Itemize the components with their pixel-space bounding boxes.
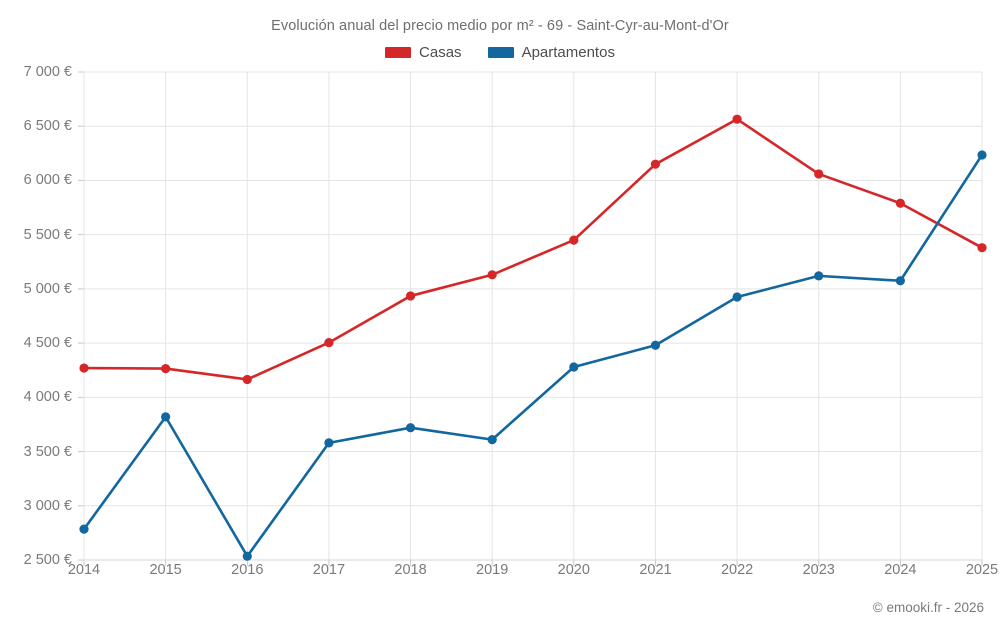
data-point[interactable] (79, 524, 89, 534)
y-axis-label: 7 000 € (23, 64, 72, 80)
legend-item-casas[interactable]: Casas (385, 44, 462, 61)
data-point[interactable] (814, 169, 824, 179)
y-axis-label: 5 500 € (23, 226, 72, 243)
data-point[interactable] (324, 438, 334, 448)
y-axis-label: 6 500 € (23, 118, 72, 135)
x-axis-label: 2017 (312, 562, 346, 578)
legend-swatch-casas (385, 47, 412, 58)
x-axis-label: 2019 (476, 562, 509, 578)
data-point[interactable] (650, 340, 661, 350)
x-axis-label: 2022 (720, 562, 754, 578)
data-point[interactable] (732, 114, 742, 124)
x-axis-label: 2020 (557, 562, 590, 578)
data-point[interactable] (405, 423, 416, 433)
x-axis-label: 2023 (802, 562, 835, 578)
y-axis-label: 4 000 € (23, 389, 72, 406)
data-point[interactable] (569, 235, 579, 245)
footer-credit: © emooki.fr - 2026 (872, 600, 984, 615)
y-axis-label: 5 000 € (23, 280, 72, 297)
data-point[interactable] (977, 150, 987, 160)
data-point[interactable] (814, 271, 824, 281)
y-axis-label: 6 000 € (23, 172, 72, 189)
x-axis-label: 2015 (149, 562, 182, 578)
series-line-casas (82, 117, 984, 381)
data-point[interactable] (569, 362, 579, 372)
x-axis-label: 2018 (394, 562, 427, 578)
data-point[interactable] (487, 270, 497, 280)
y-axis-label: 3 500 € (23, 443, 72, 460)
x-axis-label: 2025 (965, 562, 999, 578)
data-point[interactable] (487, 435, 497, 445)
data-point[interactable] (161, 363, 171, 374)
data-point[interactable] (242, 551, 252, 561)
data-point[interactable] (895, 276, 905, 286)
x-axis-label: 2014 (67, 562, 101, 578)
legend-label-casas: Casas (419, 44, 462, 61)
series-line-apartamentos (82, 153, 984, 558)
legend-swatch-apartamentos (487, 47, 514, 58)
x-axis-label: 2016 (231, 562, 264, 578)
y-axis-label: 4 500 € (23, 335, 72, 352)
data-point[interactable] (977, 243, 987, 253)
legend-item-apartamentos[interactable]: Apartamentos (487, 44, 615, 61)
data-point[interactable] (242, 374, 252, 385)
y-axis-label: 2 500 € (23, 552, 72, 568)
data-point[interactable] (405, 291, 416, 301)
data-point[interactable] (161, 412, 171, 422)
x-axis-label: 2021 (639, 562, 672, 578)
chart-legend: Casas Apartamentos (0, 44, 1000, 61)
chart-title: Evolución anual del precio medio por m² … (271, 18, 729, 34)
y-axis-label: 3 000 € (23, 497, 72, 514)
legend-label-apartamentos: Apartamentos (521, 44, 615, 61)
data-point[interactable] (650, 159, 661, 169)
data-point[interactable] (324, 337, 334, 348)
data-point[interactable] (895, 198, 905, 208)
data-point[interactable] (79, 363, 89, 373)
x-axis-label: 2024 (884, 562, 917, 578)
data-point[interactable] (732, 292, 742, 302)
